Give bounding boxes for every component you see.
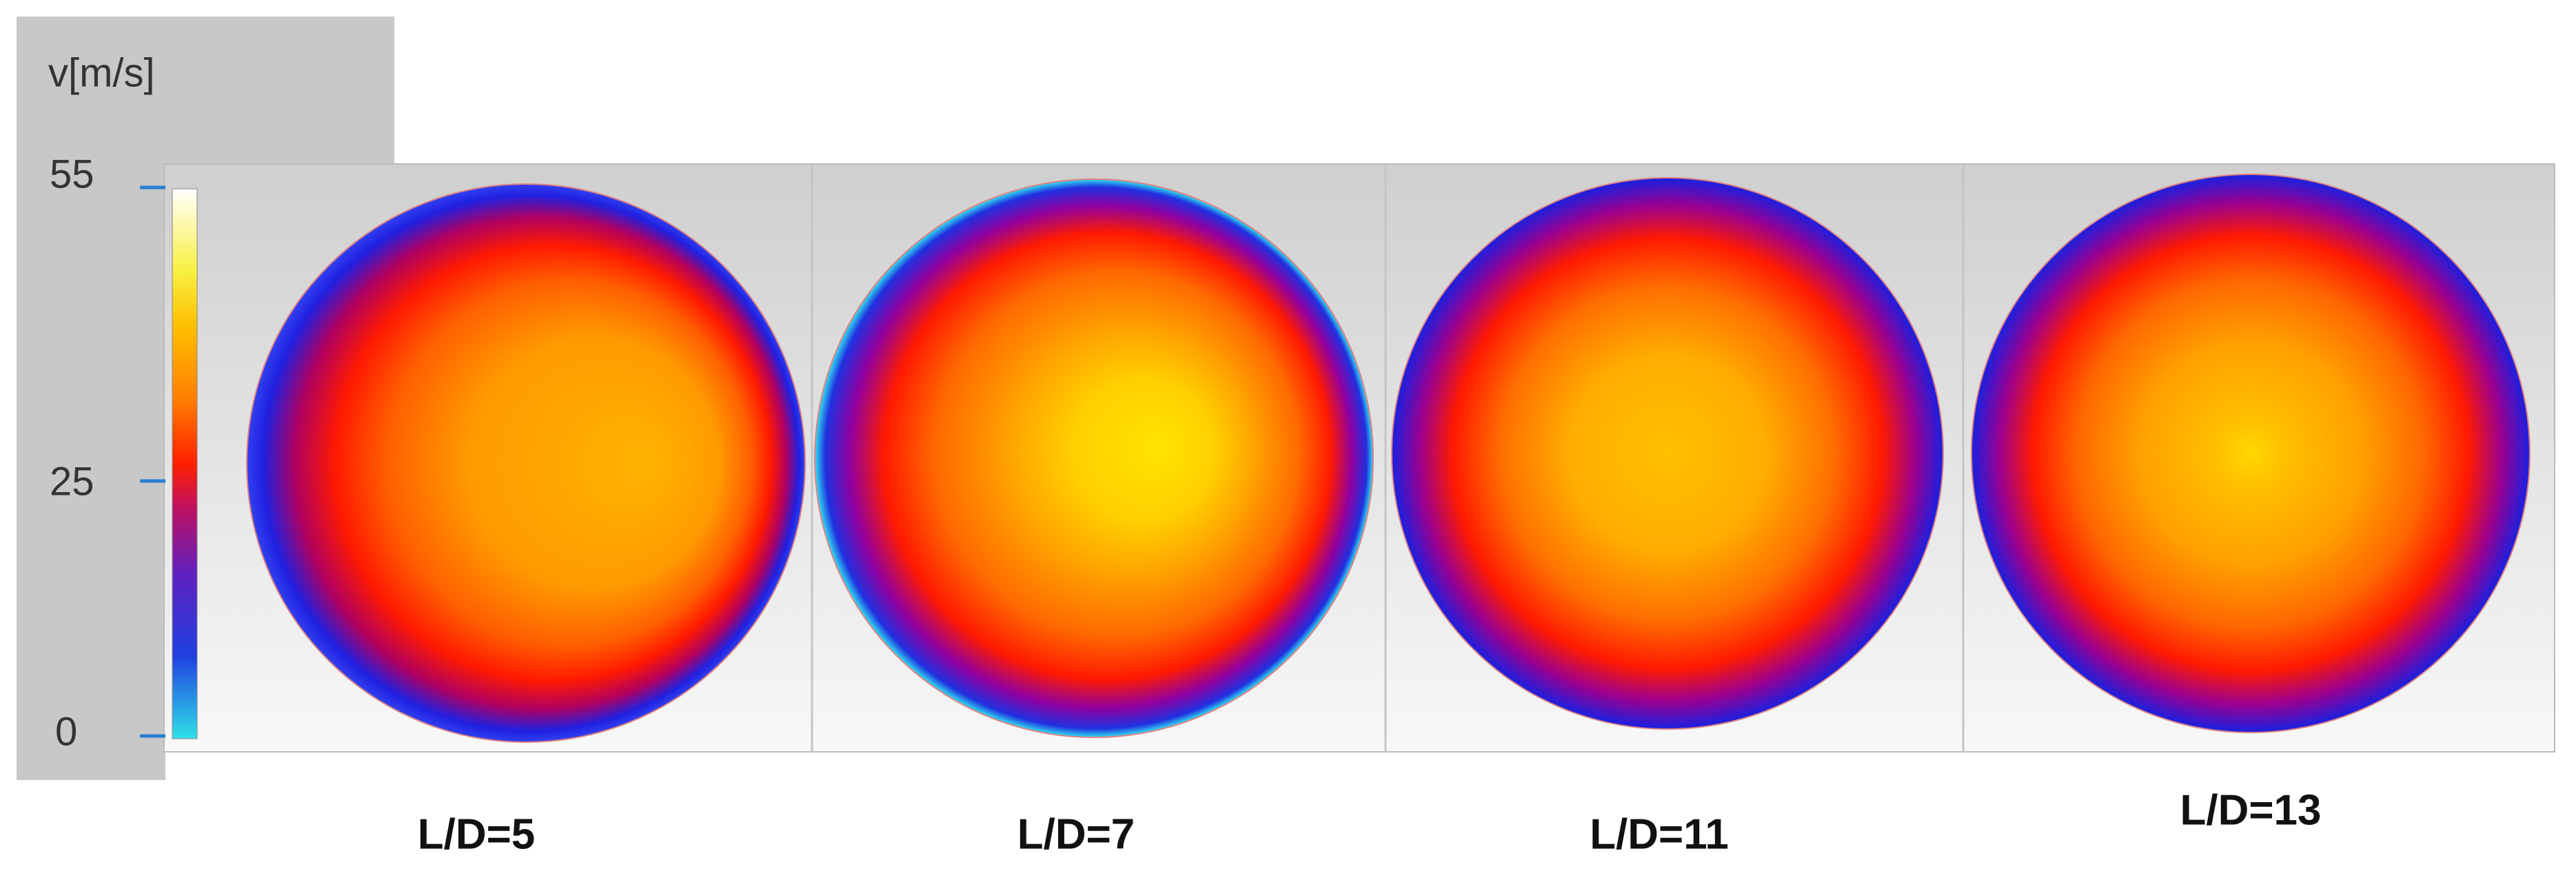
colorbar-label: v[m/s] — [48, 50, 155, 95]
colorbar-box — [17, 158, 165, 780]
tick-label: 0 — [55, 709, 77, 754]
panel-label: L/D=7 — [1017, 810, 1135, 858]
panel-label: L/D=11 — [1590, 810, 1729, 858]
panel-label: L/D=5 — [418, 810, 536, 858]
colorbar — [172, 188, 198, 739]
velocity-contour — [1971, 174, 2531, 733]
velocity-contour — [1391, 177, 1944, 730]
panel-label: L/D=13 — [2180, 786, 2321, 834]
tick-label: 55 — [50, 152, 94, 196]
velocity-contour — [814, 178, 1374, 738]
panel-border — [163, 163, 2555, 753]
tick-label: 25 — [50, 459, 94, 504]
velocity-contour — [246, 183, 806, 743]
label-box — [17, 17, 394, 168]
